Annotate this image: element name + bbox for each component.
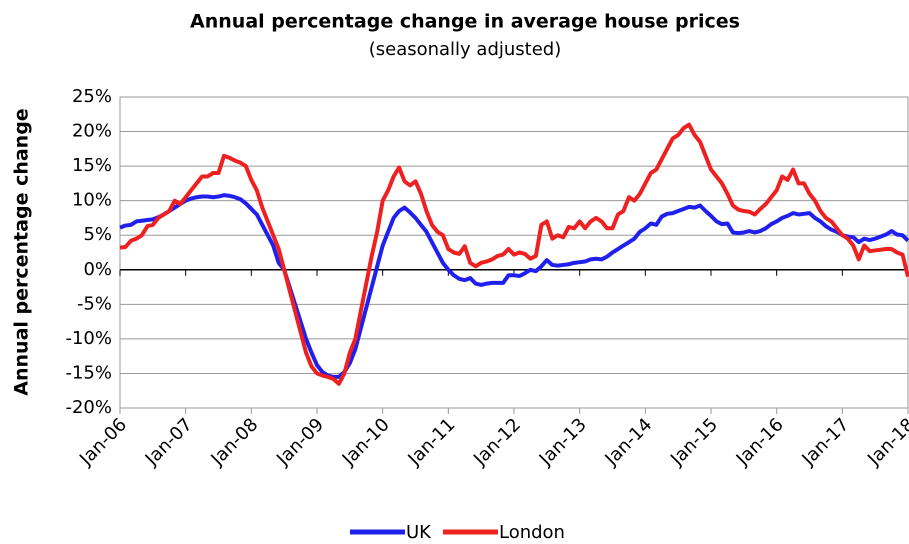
x-tick-label: Jan-06 (75, 414, 131, 470)
y-tick-label: 10% (72, 190, 112, 211)
y-tick-label: 5% (83, 224, 112, 245)
x-tick-label: Jan-16 (732, 414, 788, 470)
x-tick-label: Jan-13 (535, 414, 591, 470)
x-tick-label: Jan-09 (272, 414, 328, 470)
y-tick-label: 0% (83, 259, 112, 280)
x-tick-label: Jan-08 (206, 414, 262, 470)
x-tick-label: Jan-11 (403, 414, 459, 470)
y-tick-label: 15% (72, 155, 112, 176)
y-tick-label: -5% (77, 293, 112, 314)
y-axis-label: Annual percentage change (11, 108, 33, 395)
chart-title: Annual percentage change in average hous… (190, 11, 740, 33)
x-tick-label: Jan-15 (666, 414, 722, 470)
y-tick-label: -10% (65, 328, 112, 349)
y-tick-label: 25% (72, 86, 112, 107)
x-tick-label: Jan-17 (797, 414, 853, 470)
legend-label: London (499, 522, 565, 543)
x-tick-label: Jan-14 (600, 414, 656, 470)
y-tick-label: -15% (65, 362, 112, 383)
x-tick-label: Jan-10 (338, 414, 394, 470)
x-tick-label: Jan-18 (863, 414, 909, 470)
legend-label: UK (406, 522, 432, 543)
x-tick-label: Jan-07 (141, 414, 197, 470)
y-tick-label: -20% (65, 397, 112, 418)
x-tick-label: Jan-12 (469, 414, 525, 470)
series-line (119, 122, 909, 386)
chart-subtitle: (seasonally adjusted) (369, 39, 562, 60)
y-tick-label: 20% (72, 121, 112, 142)
series-line (119, 193, 909, 379)
